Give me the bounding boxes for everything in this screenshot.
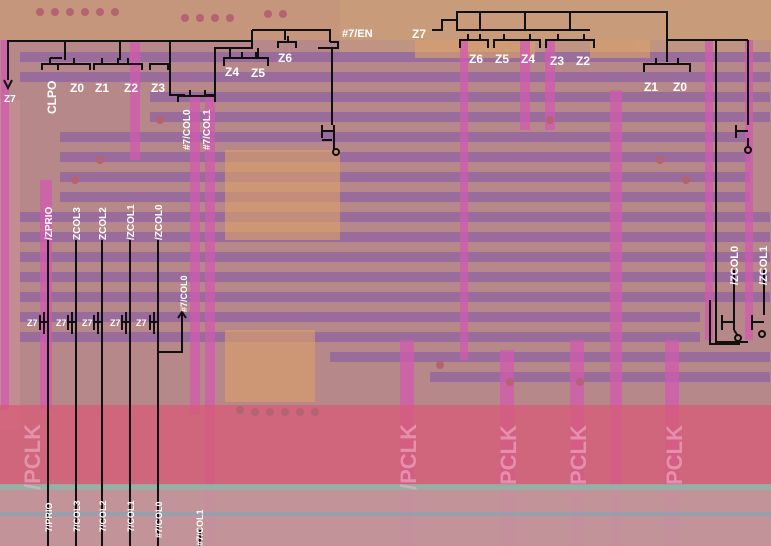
label-en: #7/EN — [342, 28, 373, 40]
label-z7-gate-4: Z7 — [110, 318, 121, 328]
label-z6-right: Z6 — [469, 52, 483, 66]
label-z2-left: Z2 — [124, 81, 138, 95]
label-zcol3: ZCOL3 — [72, 207, 83, 240]
label-pclk-4: PCLK — [566, 425, 591, 485]
label-out-col1b: #7/COL1 — [195, 509, 205, 546]
label-col1-top: #7/COL1 — [202, 109, 213, 150]
label-z2-right: Z2 — [576, 54, 590, 68]
label-zcol0-right: /ZCOL0 — [729, 246, 741, 285]
label-z7-gate-3: Z7 — [82, 318, 93, 328]
label-out-prio: 7/PRIO — [44, 502, 54, 532]
label-zcol1: /ZCOL1 — [126, 204, 137, 240]
label-out-col3: 7/COL3 — [72, 500, 82, 532]
label-zcol1-right: /ZCOL1 — [758, 246, 770, 285]
pclk-watermarks: /PCLK /PCLK PCLK PCLK PCLK — [20, 424, 687, 490]
label-clpo: CLPO — [45, 81, 59, 114]
label-z3-right: Z3 — [550, 54, 564, 68]
label-col0-mid: #7/COL0 — [179, 275, 189, 312]
label-zcol0: /ZCOL0 — [154, 204, 165, 240]
label-out-col1: 7/COL1 — [126, 500, 136, 532]
label-pclk-1: /PCLK — [20, 424, 45, 490]
schematic-wires — [3, 11, 766, 546]
label-z7-arrow: Z7 — [4, 94, 16, 105]
z7-gate-labels: Z7 Z7 Z7 Z7 Z7 #7/COL0 — [27, 275, 189, 328]
label-z7-right: Z7 — [412, 27, 426, 41]
label-z4-left: Z4 — [225, 65, 239, 79]
right-input-labels: /ZCOL0 /ZCOL1 — [729, 246, 770, 285]
top-left-labels: Z7 CLPO Z0 Z1 Z2 Z3 Z4 Z5 Z6 #7/EN #7/CO… — [4, 28, 373, 150]
label-out-col0: #7/COL0 — [154, 501, 164, 538]
label-z5-right: Z5 — [495, 52, 509, 66]
label-pclk-2: /PCLK — [396, 424, 421, 490]
label-z1-right: Z1 — [644, 80, 658, 94]
label-z1-left: Z1 — [95, 81, 109, 95]
label-col0-top: #7/COL0 — [182, 109, 193, 150]
label-zprio: /ZPRIO — [44, 206, 55, 240]
label-z4-right: Z4 — [521, 52, 535, 66]
label-z0-right: Z0 — [673, 80, 687, 94]
label-z6-left: Z6 — [278, 51, 292, 65]
column-input-labels: /ZPRIO ZCOL3 ZCOL2 /ZCOL1 /ZCOL0 — [44, 204, 165, 240]
label-z7-gate-5: Z7 — [136, 318, 147, 328]
label-pclk-3: PCLK — [496, 425, 521, 485]
label-out-col2: 7/COL2 — [98, 500, 108, 532]
bottom-output-labels: 7/PRIO 7/COL3 7/COL2 7/COL1 #7/COL0 #7/C… — [44, 500, 205, 546]
label-z5-left: Z5 — [251, 66, 265, 80]
label-z3-left: Z3 — [151, 81, 165, 95]
label-z7-gate-2: Z7 — [56, 318, 67, 328]
label-zcol2: ZCOL2 — [98, 207, 109, 240]
label-pclk-5: PCLK — [662, 425, 687, 485]
top-right-labels: Z7 Z6 Z5 Z4 Z3 Z2 Z1 Z0 — [412, 27, 687, 94]
label-z0-left: Z0 — [70, 81, 84, 95]
label-z7-gate-1: Z7 — [27, 318, 38, 328]
